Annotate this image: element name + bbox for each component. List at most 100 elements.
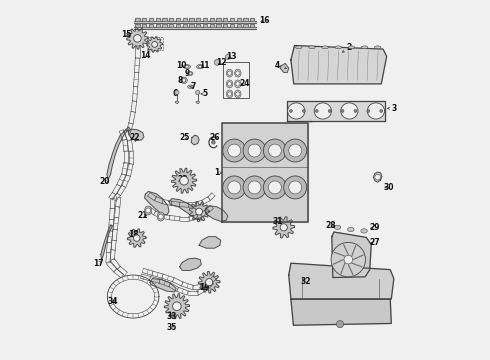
Polygon shape	[142, 18, 147, 22]
Text: 13: 13	[226, 52, 237, 61]
Circle shape	[354, 109, 357, 112]
Ellipse shape	[145, 206, 152, 215]
Circle shape	[205, 279, 213, 286]
Circle shape	[280, 224, 287, 231]
Polygon shape	[205, 206, 228, 221]
Ellipse shape	[183, 64, 191, 69]
Polygon shape	[203, 18, 207, 22]
Ellipse shape	[226, 69, 233, 77]
Polygon shape	[223, 24, 227, 27]
Polygon shape	[333, 260, 344, 264]
Text: 24: 24	[240, 80, 250, 89]
Polygon shape	[332, 232, 371, 278]
Ellipse shape	[295, 46, 302, 49]
Polygon shape	[135, 18, 140, 22]
Polygon shape	[107, 127, 129, 179]
Polygon shape	[341, 263, 345, 274]
Circle shape	[182, 78, 186, 82]
Ellipse shape	[361, 46, 368, 49]
Text: 20: 20	[99, 177, 110, 186]
Ellipse shape	[196, 64, 204, 69]
Polygon shape	[155, 24, 160, 27]
Ellipse shape	[361, 229, 368, 233]
Ellipse shape	[347, 227, 354, 231]
Circle shape	[289, 144, 302, 157]
Polygon shape	[287, 101, 385, 121]
Polygon shape	[134, 27, 256, 29]
Polygon shape	[250, 18, 254, 22]
Circle shape	[189, 72, 192, 75]
Polygon shape	[308, 119, 312, 123]
Ellipse shape	[235, 69, 241, 77]
Circle shape	[196, 90, 200, 95]
Polygon shape	[291, 299, 392, 325]
Polygon shape	[127, 229, 146, 247]
Circle shape	[269, 181, 281, 194]
Ellipse shape	[235, 90, 241, 98]
Text: 11: 11	[199, 62, 210, 71]
Circle shape	[134, 35, 141, 42]
Polygon shape	[351, 263, 362, 267]
Circle shape	[380, 109, 383, 112]
Polygon shape	[203, 24, 207, 27]
Text: 22: 22	[129, 133, 140, 142]
Polygon shape	[191, 135, 199, 145]
Polygon shape	[289, 263, 394, 299]
Polygon shape	[189, 202, 209, 222]
Polygon shape	[250, 24, 254, 27]
Polygon shape	[243, 24, 247, 27]
Circle shape	[133, 235, 140, 241]
Polygon shape	[176, 18, 180, 22]
Circle shape	[290, 109, 293, 112]
Circle shape	[284, 139, 307, 162]
Circle shape	[367, 109, 370, 112]
Circle shape	[289, 181, 302, 194]
Polygon shape	[182, 18, 187, 22]
Polygon shape	[164, 294, 190, 319]
Circle shape	[248, 181, 261, 194]
Text: 9: 9	[185, 69, 190, 78]
Polygon shape	[180, 258, 201, 270]
Polygon shape	[134, 22, 256, 23]
Circle shape	[328, 109, 331, 112]
Polygon shape	[216, 18, 220, 22]
Ellipse shape	[157, 212, 164, 221]
Bar	[223, 62, 248, 98]
Polygon shape	[210, 24, 214, 27]
Circle shape	[375, 174, 381, 180]
Circle shape	[236, 71, 240, 75]
Text: 28: 28	[325, 221, 336, 230]
Circle shape	[227, 92, 232, 96]
Polygon shape	[135, 24, 140, 27]
Text: 35: 35	[166, 323, 177, 332]
Text: 12: 12	[217, 58, 227, 67]
Circle shape	[337, 320, 343, 328]
Ellipse shape	[226, 80, 233, 88]
Polygon shape	[353, 255, 364, 260]
Circle shape	[236, 82, 240, 86]
Ellipse shape	[188, 85, 194, 89]
Polygon shape	[189, 24, 194, 27]
Text: 17: 17	[94, 259, 104, 268]
Polygon shape	[348, 264, 353, 275]
Polygon shape	[291, 45, 387, 84]
Circle shape	[315, 109, 318, 112]
Polygon shape	[196, 18, 200, 22]
Polygon shape	[162, 24, 167, 27]
Polygon shape	[230, 18, 234, 22]
Polygon shape	[199, 237, 221, 248]
Ellipse shape	[309, 46, 315, 49]
Polygon shape	[128, 129, 144, 140]
Circle shape	[264, 139, 286, 162]
Polygon shape	[196, 24, 200, 27]
Ellipse shape	[374, 46, 381, 49]
Text: 23: 23	[177, 175, 188, 184]
Polygon shape	[169, 18, 173, 22]
Circle shape	[236, 92, 240, 96]
Ellipse shape	[226, 90, 233, 98]
Ellipse shape	[322, 46, 328, 49]
Text: 5: 5	[201, 89, 207, 98]
Circle shape	[248, 144, 261, 157]
Circle shape	[199, 65, 201, 68]
Polygon shape	[126, 28, 148, 49]
